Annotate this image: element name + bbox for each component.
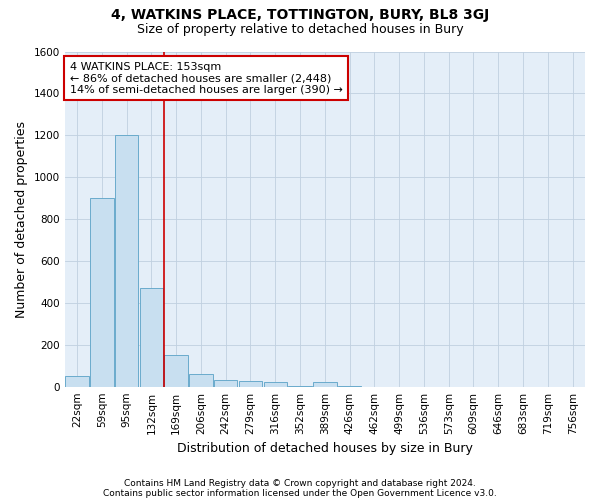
Text: 4 WATKINS PLACE: 153sqm
← 86% of detached houses are smaller (2,448)
14% of semi: 4 WATKINS PLACE: 153sqm ← 86% of detache… — [70, 62, 343, 95]
Bar — [90, 198, 113, 386]
Bar — [239, 382, 262, 386]
X-axis label: Distribution of detached houses by size in Bury: Distribution of detached houses by size … — [177, 442, 473, 455]
Bar — [189, 374, 213, 386]
Bar — [214, 380, 238, 386]
Text: Size of property relative to detached houses in Bury: Size of property relative to detached ho… — [137, 22, 463, 36]
Text: Contains HM Land Registry data © Crown copyright and database right 2024.: Contains HM Land Registry data © Crown c… — [124, 478, 476, 488]
Text: 4, WATKINS PLACE, TOTTINGTON, BURY, BL8 3GJ: 4, WATKINS PLACE, TOTTINGTON, BURY, BL8 … — [111, 8, 489, 22]
Bar — [263, 382, 287, 386]
Bar — [313, 382, 337, 386]
Bar — [65, 376, 89, 386]
Bar — [115, 136, 139, 386]
Y-axis label: Number of detached properties: Number of detached properties — [15, 120, 28, 318]
Bar — [140, 288, 163, 386]
Text: Contains public sector information licensed under the Open Government Licence v3: Contains public sector information licen… — [103, 488, 497, 498]
Bar — [164, 356, 188, 386]
